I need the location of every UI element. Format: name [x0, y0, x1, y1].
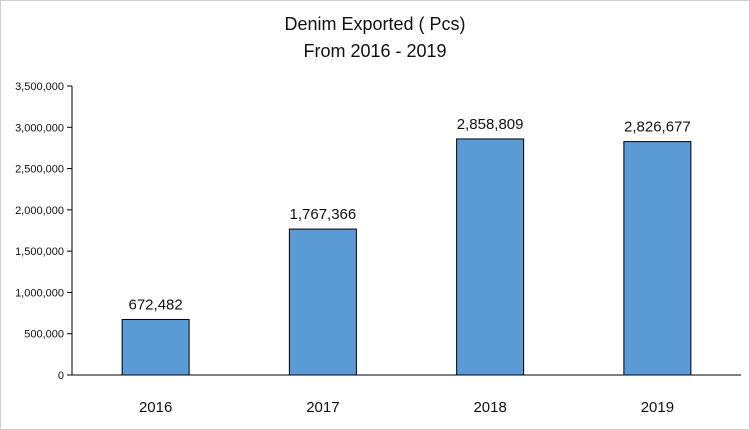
chart-subtitle: From 2016 - 2019: [303, 41, 447, 61]
x-category-label: 2016: [139, 399, 172, 416]
bar: [288, 228, 357, 376]
y-tick-label: 3,000,000: [15, 122, 64, 134]
y-tick-label: 1,500,000: [15, 246, 64, 258]
bar-value-label: 2,858,809: [457, 116, 524, 133]
x-category-label: 2017: [306, 399, 339, 416]
chart-title-block: Denim Exported ( Pcs) From 2016 - 2019: [1, 11, 749, 65]
x-category-label: 2018: [473, 399, 506, 416]
x-category-label: 2019: [641, 399, 674, 416]
bar: [623, 141, 692, 376]
y-tick-label: 2,000,000: [15, 205, 64, 217]
bar-value-label: 2,826,677: [624, 119, 691, 136]
bar-value-label: 1,767,366: [290, 206, 357, 223]
bar-value-label: 672,482: [129, 296, 183, 313]
y-tick-label: 500,000: [24, 329, 64, 341]
y-tick-label: 2,500,000: [15, 164, 64, 176]
bar: [121, 318, 190, 376]
y-tick-label: 0: [58, 370, 64, 382]
bar: [456, 138, 525, 376]
y-tick-label: 3,500,000: [15, 81, 64, 93]
chart-title: Denim Exported ( Pcs): [284, 14, 466, 34]
y-tick-label: 1,000,000: [15, 287, 64, 299]
